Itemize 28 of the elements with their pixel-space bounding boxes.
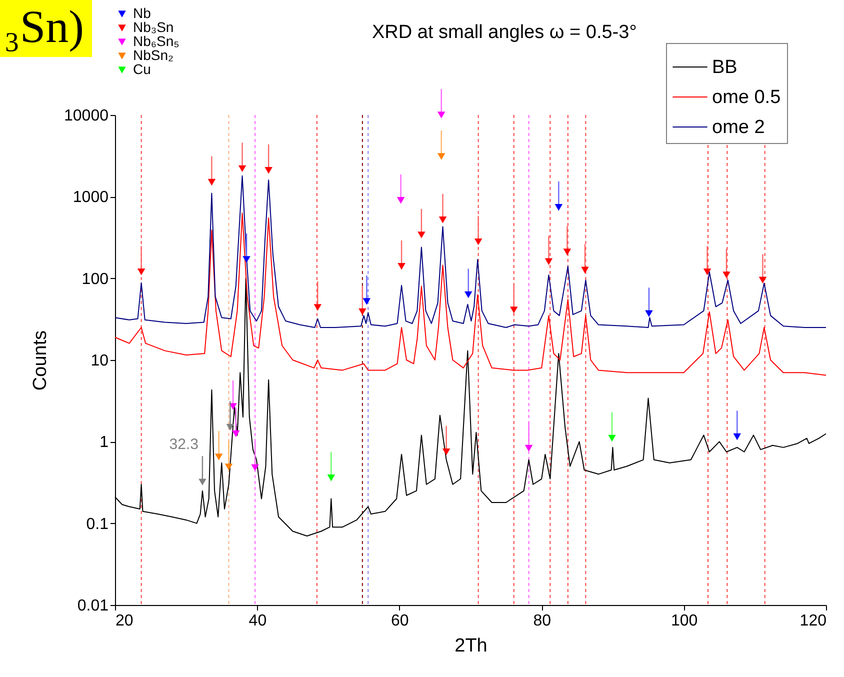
- x-tick-label: 120: [800, 612, 827, 630]
- x-tick-label: 80: [533, 612, 552, 630]
- y-tick-label: 100: [82, 270, 109, 288]
- legend-label: Nb₆Sn₅: [133, 33, 180, 49]
- y-tick-label: 0.01: [77, 598, 109, 614]
- legend-label: BB: [712, 57, 738, 78]
- line-series: [114, 175, 826, 328]
- legend-label: ome 2: [712, 117, 765, 138]
- chart-title: XRD at small angles ω = 0.5-3°: [372, 22, 637, 44]
- x-tick-label: 100: [670, 612, 698, 630]
- y-tick-label: 10: [90, 352, 109, 370]
- legend-label: Cu: [133, 61, 151, 77]
- y-tick-label: 1000: [72, 189, 109, 206]
- y-tick-label: 10000: [64, 108, 109, 124]
- x-tick-label: 60: [391, 612, 409, 630]
- legend-label: Nb₃Sn: [133, 19, 174, 35]
- annotation: 32.3: [169, 436, 198, 454]
- y-tick-label: 1: [100, 434, 109, 452]
- text: ₃Sn): [0, 0, 92, 57]
- legend-label: Nb: [133, 5, 152, 21]
- x-axis-title: 2Th: [454, 636, 488, 656]
- legend-label: ome 0.5: [712, 87, 781, 108]
- x-tick-label: 40: [248, 612, 267, 630]
- x-tick-label: 20: [116, 612, 134, 630]
- legend-label: NbSn₂: [133, 47, 174, 63]
- y-tick-label: 0.1: [86, 516, 109, 533]
- y-axis-title: Counts: [30, 330, 52, 391]
- line-series: [114, 212, 826, 376]
